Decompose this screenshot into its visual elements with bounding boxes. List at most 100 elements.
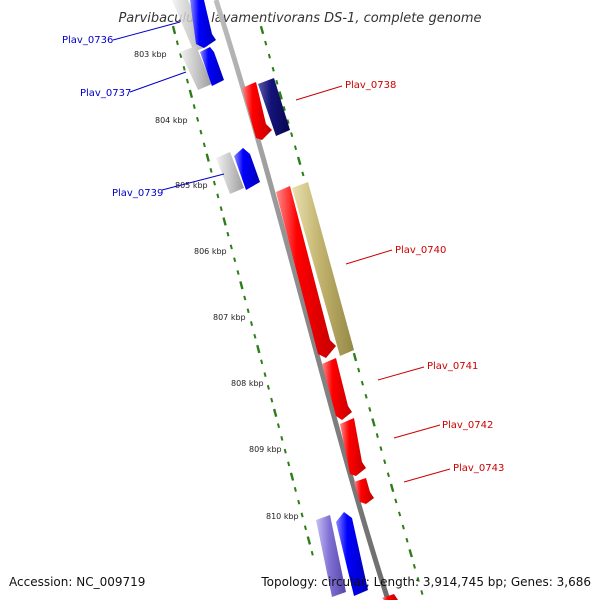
gene-plav-0739[interactable] [216,148,260,194]
minor-tick [233,257,237,263]
minor-tick [420,590,424,595]
minor-tick [271,66,275,72]
label-connector [112,21,181,41]
major-tick [289,472,295,481]
gene-plav-0740[interactable] [276,182,354,358]
minor-tick [209,168,213,173]
gene-body [216,152,244,194]
minor-tick [246,308,250,314]
minor-tick [300,512,304,518]
label-connector [377,366,425,381]
minor-tick [368,407,372,412]
minor-tick [303,525,307,531]
major-tick [371,418,376,427]
tick-label: 806 kbp [194,247,227,256]
major-tick [171,25,177,35]
minor-tick [301,171,305,177]
minor-tick [364,393,368,399]
tick-label: 804 kbp [155,116,188,125]
gene-body [340,418,366,476]
gene-body [354,478,374,504]
minor-tick [253,333,257,339]
gene-body [276,186,336,358]
minor-tick [243,295,247,301]
minor-tick [293,145,298,151]
minor-tick [287,461,291,467]
gene-plav-0742[interactable] [340,418,366,476]
gene-body [382,594,398,600]
major-tick [352,352,358,362]
gene-label-plav-0743[interactable]: Plav_0743 [453,463,504,474]
gene-label-plav-0739[interactable]: Plav_0739 [112,188,163,199]
major-tick [272,408,278,418]
minor-tick [216,193,220,199]
gene-plav-0736[interactable] [172,0,216,52]
gene-body [234,148,260,190]
gene-body [336,512,368,596]
gene-label-plav-0741[interactable]: Plav_0741 [427,361,478,372]
minor-tick [276,423,281,429]
minor-tick [226,231,230,237]
minor-tick [379,446,383,451]
minor-tick [229,244,233,250]
minor-tick [219,206,223,212]
minor-tick [250,321,254,326]
gene-label-plav-0737[interactable]: Plav_0737 [80,88,131,99]
gene-body [190,0,216,48]
gene-plav-0738[interactable] [242,78,290,140]
minor-tick [286,119,290,124]
minor-tick [383,459,387,465]
tick-label: 808 kbp [231,379,264,388]
minor-tick [236,270,240,275]
minor-tick [401,524,405,530]
label-connector [129,71,187,93]
tick-track [171,25,314,556]
minor-tick [398,511,402,517]
major-tick [389,483,395,493]
major-tick [408,549,413,558]
gene-body [180,46,212,90]
minor-tick [375,433,379,438]
tick-label: 803 kbp [134,50,167,59]
major-tick [278,91,283,100]
genome-backbone [213,0,391,600]
label-connector [161,173,225,191]
minor-tick [179,53,183,58]
minor-tick [270,397,274,403]
gene-plav-0743[interactable] [354,478,374,504]
tick-label: 809 kbp [249,445,282,454]
minor-tick [267,53,271,59]
major-tick [188,89,194,99]
tick-label: 805 kbp [175,181,208,190]
gene-label-plav-0740[interactable]: Plav_0740 [395,245,446,256]
minor-tick [266,384,270,390]
minor-tick [357,367,361,373]
gene-plav-0737[interactable] [180,46,224,90]
minor-tick [290,132,294,138]
tick-label: 807 kbp [213,313,246,322]
major-tick [256,344,261,354]
minor-tick [192,104,196,109]
minor-tick [416,577,420,582]
label-connector [403,468,451,483]
minor-tick [264,40,268,46]
minor-tick [360,380,364,386]
gene-label-plav-0742[interactable]: Plav_0742 [442,420,493,431]
minor-tick [275,79,279,85]
major-tick [222,217,227,226]
gene-red-bottom[interactable] [382,594,398,600]
gene-label-plav-0738[interactable]: Plav_0738 [345,80,396,91]
gene-label-plav-0736[interactable]: Plav_0736 [62,35,113,46]
minor-tick [386,472,390,478]
minor-tick [282,106,286,111]
minor-tick [199,129,203,135]
right-gene-labels: Plav_0738 Plav_0740 Plav_0741 Plav_0742 … [295,80,504,483]
gene-purple-blue-810[interactable] [316,512,368,597]
minor-tick [263,372,267,377]
label-connector [345,249,393,265]
label-connector [393,424,441,439]
gene-plav-0741[interactable] [322,358,352,420]
minor-tick [310,550,314,556]
minor-tick [412,563,416,569]
gene-body [200,47,224,86]
